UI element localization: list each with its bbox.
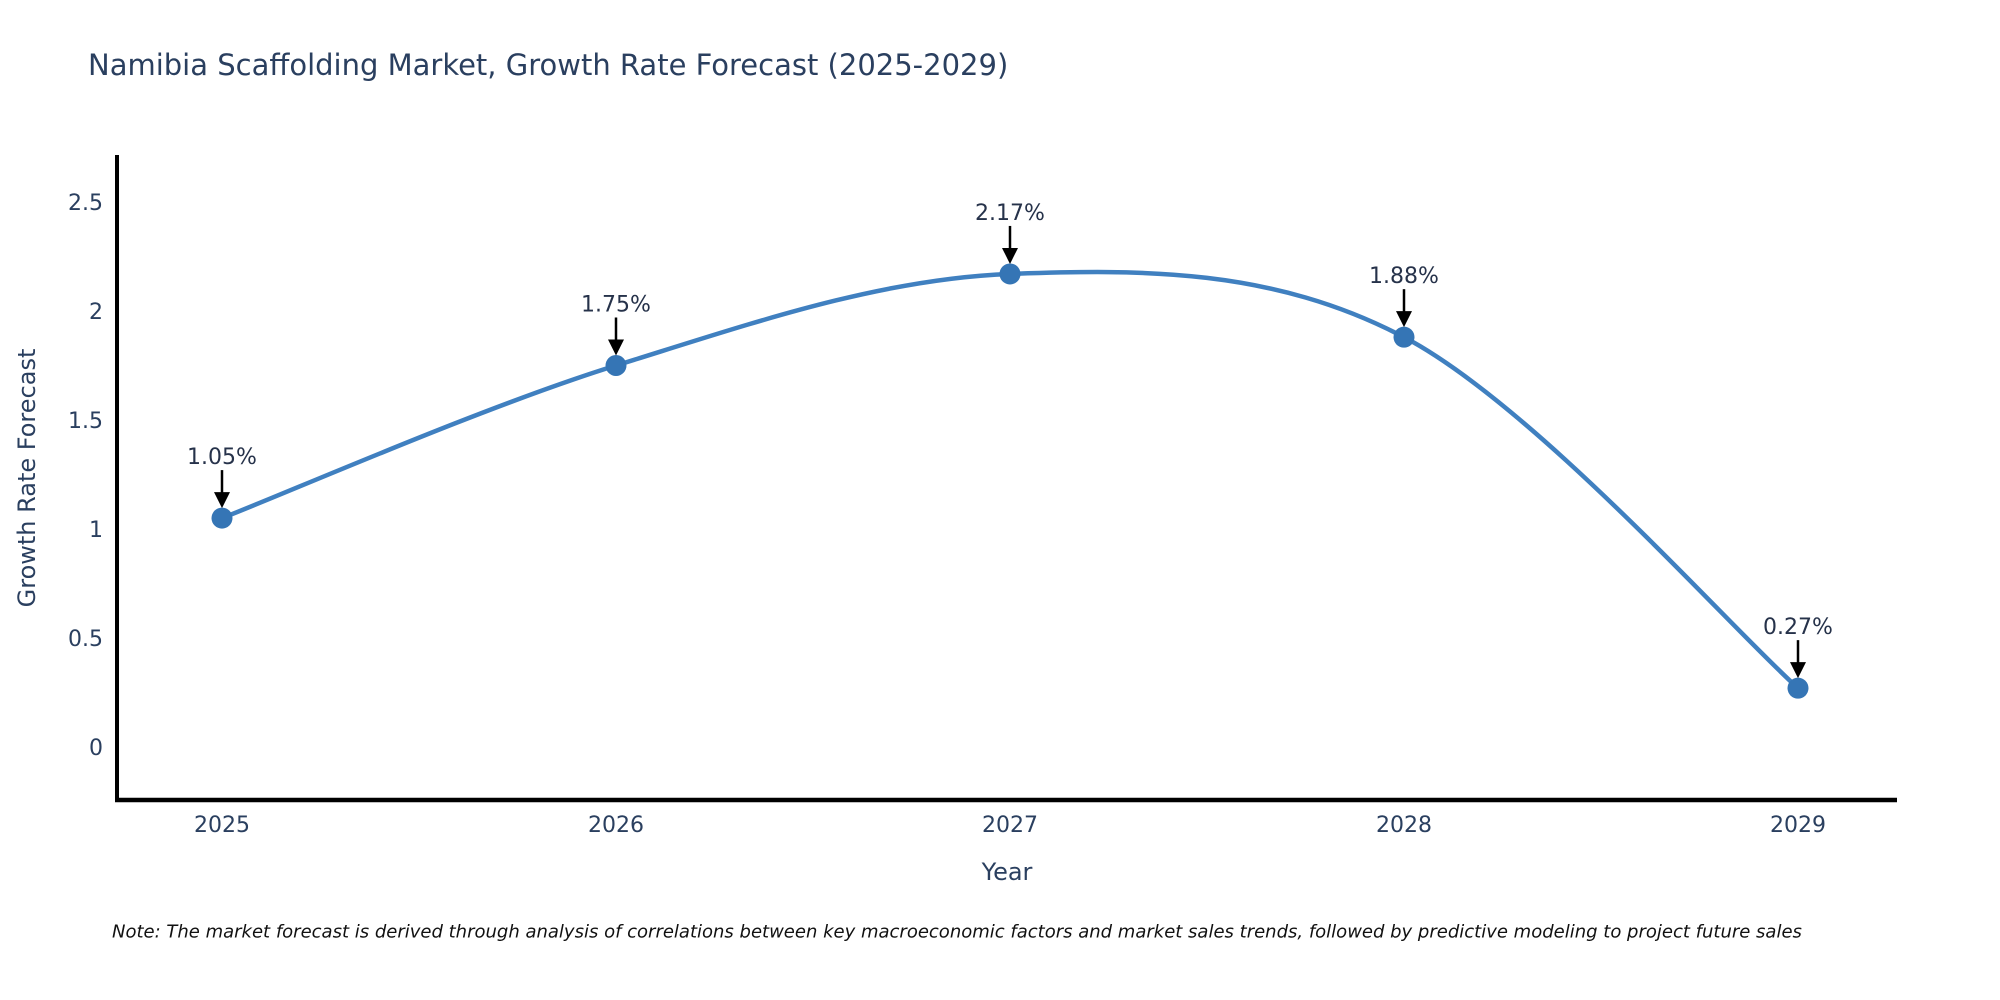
footnote: Note: The market forecast is derived thr… [112,921,1802,943]
x-tick-label: 2025 [194,813,250,838]
series-line [219,269,1801,691]
annotation-label: 1.05% [187,445,257,470]
y-tick-label: 1.5 [68,409,103,434]
y-tick-label: 0 [89,736,103,761]
y-tick-label: 2 [89,300,103,325]
annotation-label: 1.88% [1369,264,1439,289]
annotation-arrowhead [1396,311,1412,328]
data-point-marker [605,355,627,376]
data-point-marker [211,507,233,529]
annotation-arrowhead [1790,662,1806,679]
x-axis-title: Year [981,858,1033,886]
y-tick-label: 2.5 [68,191,103,216]
annotation-arrowhead [608,339,624,356]
y-tick-label: 1 [89,518,103,543]
data-point-marker [999,263,1021,285]
x-tick-label: 2026 [588,813,644,838]
annotation-label: 2.17% [975,201,1045,226]
annotation-arrowhead [214,492,230,509]
x-tick-label: 2029 [1770,813,1826,838]
x-tick-label: 2028 [1376,813,1432,838]
x-tick-label: 2027 [982,813,1038,838]
annotation-label: 1.75% [581,293,651,318]
chart-title: Namibia Scaffolding Market, Growth Rate … [88,48,1009,82]
annotation-arrowhead [1002,247,1018,264]
annotation-label: 0.27% [1763,615,1833,640]
data-point-marker [1787,677,1809,699]
y-tick-label: 0.5 [68,627,103,652]
data-point-marker [1393,326,1415,348]
